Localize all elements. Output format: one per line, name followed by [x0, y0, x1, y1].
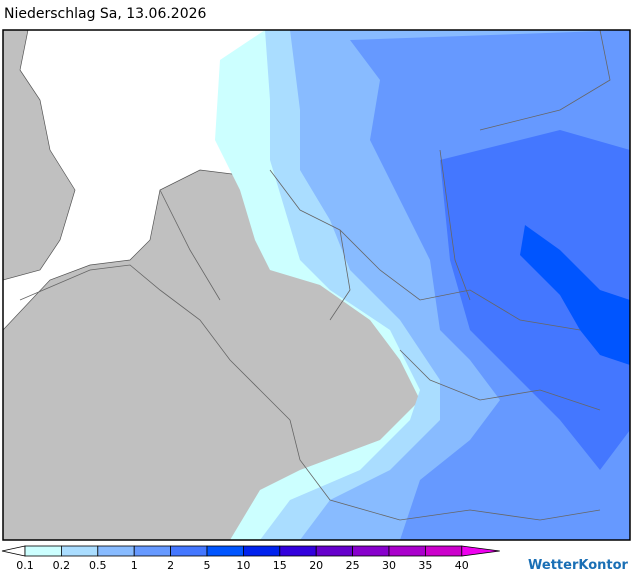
legend-label: 40 — [455, 559, 469, 572]
legend-label: 5 — [204, 559, 211, 572]
legend-swatch — [133, 545, 171, 557]
legend-label: 1 — [131, 559, 138, 572]
map — [2, 29, 631, 541]
legend-label: 0.5 — [89, 559, 107, 572]
land-gb — [3, 30, 76, 281]
legend-swatch — [388, 545, 426, 557]
legend-swatch — [279, 545, 317, 557]
map-frame — [2, 29, 631, 541]
legend-swatch — [424, 545, 463, 557]
legend-swatch — [315, 545, 354, 557]
legend-label: 35 — [418, 559, 432, 572]
legend-swatch — [61, 545, 99, 557]
legend-label: 2 — [167, 559, 174, 572]
legend-swatch — [97, 545, 135, 557]
legend-arrow-low — [1, 545, 26, 557]
legend-swatch — [352, 545, 390, 557]
legend-swatch — [206, 545, 244, 557]
map-title: Niederschlag Sa, 13.06.2026 — [4, 6, 207, 22]
precip-5 — [520, 225, 630, 365]
legend-swatch — [170, 545, 208, 557]
legend-label: 25 — [346, 559, 360, 572]
legend-label: 30 — [382, 559, 396, 572]
brand: WetterKontor — [528, 558, 629, 573]
borders — [19, 30, 611, 521]
legend-label: 20 — [309, 559, 323, 572]
legend-swatch — [24, 545, 62, 557]
legend-label: 15 — [273, 559, 287, 572]
legend: 0.1 0.2 0.5 1 2 5 10 15 20 25 30 35 40 — [1, 545, 500, 572]
legend-swatch — [242, 545, 281, 557]
legend-label: 0.1 — [16, 559, 34, 572]
legend-arrow-high — [461, 545, 500, 557]
precip-2 — [440, 130, 630, 470]
legend-label: 10 — [236, 559, 250, 572]
legend-label: 0.2 — [53, 559, 71, 572]
